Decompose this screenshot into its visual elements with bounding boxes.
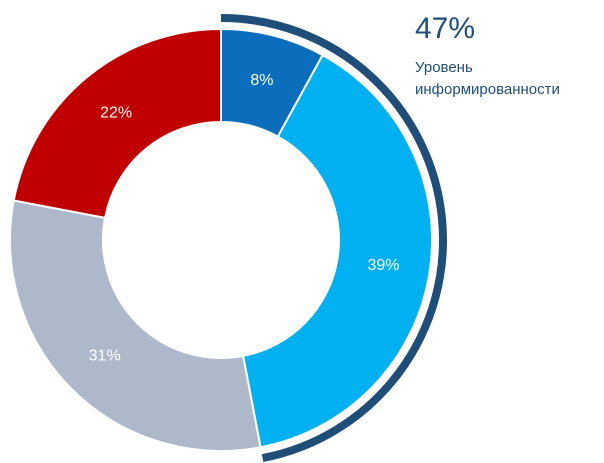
data-label: 39% xyxy=(367,257,399,274)
highlight-value: 47% xyxy=(415,12,475,45)
data-label: 22% xyxy=(100,104,132,121)
highlight-text: информированности xyxy=(415,81,560,98)
data-label: 31% xyxy=(89,348,121,365)
donut-segment xyxy=(241,53,433,449)
highlight-text: Уровень xyxy=(415,59,473,76)
highlight-arc xyxy=(220,14,447,462)
data-label: 8% xyxy=(250,72,273,89)
donut-segment xyxy=(9,199,262,452)
donut-segment xyxy=(12,27,222,220)
